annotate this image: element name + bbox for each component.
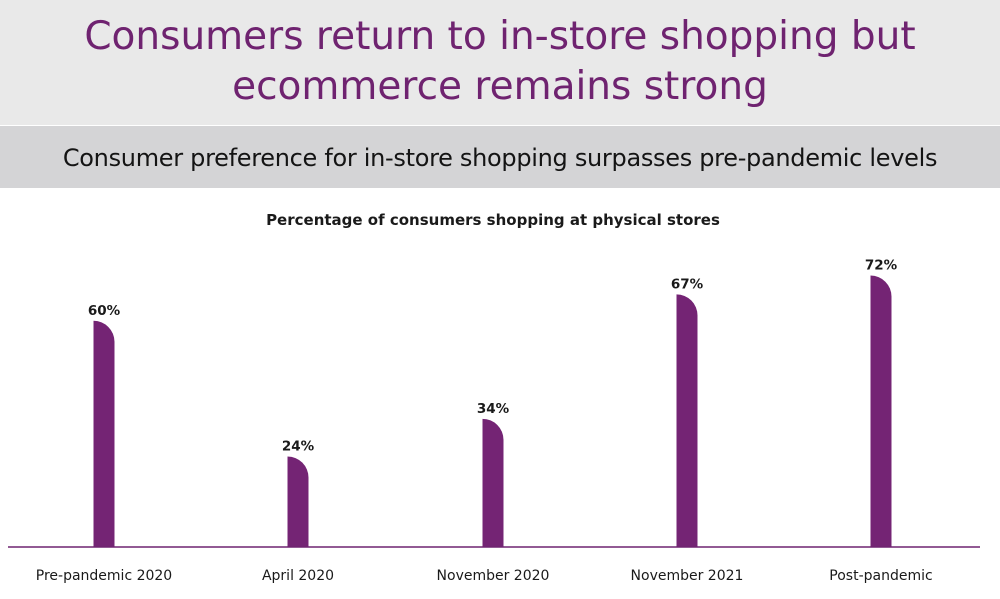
x-tick-label: November 2021 [631,568,744,584]
value-label: 24% [282,439,315,455]
page-title: Consumers return to in-store shopping bu… [84,14,916,109]
x-tick-label: April 2020 [262,568,334,584]
subtitle-band [0,126,1000,188]
bar [287,456,309,547]
bar [870,275,892,547]
value-label: 72% [865,258,898,274]
bars-group [93,275,892,547]
tick-labels-group: Pre-pandemic 2020 April 2020 November 2020… [36,568,933,584]
bar-chart: Percentage of consumers shopping at phys… [8,211,980,584]
value-label: 60% [88,303,121,319]
chart-title: Percentage of consumers shopping at phys… [266,211,720,229]
x-tick-label: Post-pandemic [829,568,932,584]
x-tick-label: November 2020 [437,568,550,584]
page-subtitle: Consumer preference for in-store shoppin… [62,144,938,172]
bar [93,320,115,547]
title-band [0,0,1000,125]
bar [482,418,504,547]
bar [676,294,698,547]
value-label: 67% [671,276,704,292]
value-label: 34% [477,401,510,417]
value-labels-group: 60% 24% 34% 67% 72% [88,258,898,455]
x-tick-label: Pre-pandemic 2020 [36,568,172,584]
